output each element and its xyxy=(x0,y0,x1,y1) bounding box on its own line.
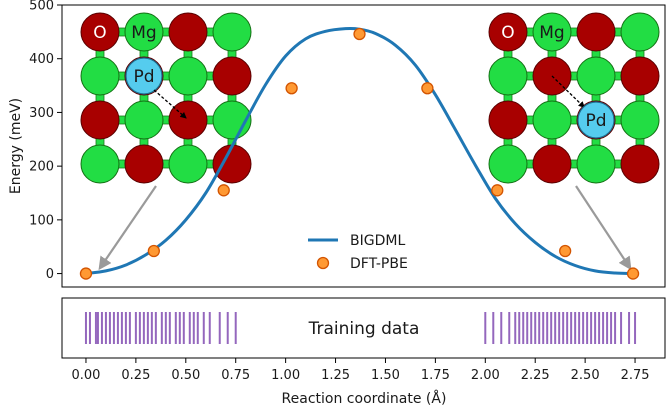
magnesium-atom xyxy=(80,56,120,96)
hop-arrow xyxy=(551,75,585,108)
x-tick-label: 1.50 xyxy=(371,368,400,383)
y-tick-label: 500 xyxy=(29,0,54,14)
right-pointer-arrow xyxy=(575,185,632,271)
series-points-dft-pbe xyxy=(79,27,640,280)
legend-dft-pbe-label: DFT-PBE xyxy=(350,256,408,272)
magnesium-atom xyxy=(532,12,572,52)
oxygen-atom xyxy=(532,144,572,184)
palladium-atom xyxy=(577,101,615,139)
y-axis-label: Energy (meV) xyxy=(8,98,24,194)
oxygen-atom xyxy=(488,12,528,52)
x-tick-label: 0.50 xyxy=(171,368,200,383)
magnesium-atom xyxy=(488,144,528,184)
dft-pbe-point xyxy=(421,82,434,95)
magnesium-atom xyxy=(80,144,120,184)
magnesium-atom xyxy=(532,100,572,140)
x-tick-label: 0.25 xyxy=(121,368,150,383)
dft-pbe-point xyxy=(626,267,640,280)
magnesium-atom xyxy=(212,12,252,52)
magnesium-atom xyxy=(168,56,208,96)
oxygen-atom xyxy=(576,12,616,52)
oxygen-atom xyxy=(124,144,164,184)
magnesium-atom xyxy=(620,12,660,52)
oxygen-atom xyxy=(212,56,252,96)
oxygen-atom xyxy=(168,12,208,52)
dft-pbe-point xyxy=(491,184,504,197)
oxygen-atom xyxy=(80,100,120,140)
oxygen-atom xyxy=(212,144,252,184)
oxygen-atom xyxy=(488,100,528,140)
y-tick-label: 300 xyxy=(29,106,54,121)
x-tick-label: 2.00 xyxy=(471,368,500,383)
oxygen-atom xyxy=(168,100,208,140)
oxygen-atom xyxy=(80,12,120,52)
x-tick-label: 2.25 xyxy=(521,368,550,383)
x-tick-label: 2.75 xyxy=(621,368,650,383)
legend-bigdml-label: BIGDML xyxy=(350,233,405,249)
oxygen-atom xyxy=(620,56,660,96)
x-tick-label: 1.75 xyxy=(421,368,450,383)
dft-pbe-point xyxy=(353,27,366,41)
magnesium-atom xyxy=(124,100,164,140)
legend-dft-pbe-swatch xyxy=(316,256,330,270)
left-pointer-arrow xyxy=(98,185,157,271)
x-tick-label: 2.50 xyxy=(571,368,600,383)
dft-pbe-point xyxy=(285,82,298,95)
x-axis-label: Reaction coordinate (Å) xyxy=(282,390,447,407)
y-tick-label: 200 xyxy=(29,160,54,175)
magnesium-atom xyxy=(576,144,616,184)
dft-pbe-point xyxy=(147,244,160,258)
y-axis: 0 100 200 300 400 500 xyxy=(29,0,62,282)
oxygen-atom xyxy=(620,144,660,184)
y-tick-label: 100 xyxy=(29,213,54,228)
training-data-lines xyxy=(84,312,637,344)
y-tick-label: 400 xyxy=(29,52,54,67)
oxygen-label: O xyxy=(93,23,106,43)
x-tick-label: 0.75 xyxy=(221,368,250,383)
x-axis: 0.00 0.25 0.50 0.75 1.00 1.25 1.50 1.75 2.00 2.25… xyxy=(71,358,650,383)
main-plot-frame xyxy=(61,4,666,288)
dft-pbe-point xyxy=(559,244,572,258)
x-tick-label: 1.25 xyxy=(321,368,350,383)
palladium-atom xyxy=(125,57,163,95)
x-tick-label: 0.00 xyxy=(71,368,100,383)
hop-arrow xyxy=(153,89,187,119)
palladium-label: Pd xyxy=(133,67,154,87)
magnesium-atom xyxy=(124,12,164,52)
training-data-label: Training data xyxy=(308,319,420,339)
oxygen-label: O xyxy=(501,23,514,43)
training-panel-frame xyxy=(61,297,666,359)
magnesium-label: Mg xyxy=(131,23,156,43)
inset-left-lattice: O Mg Pd xyxy=(80,12,252,184)
magnesium-atom xyxy=(576,56,616,96)
dft-pbe-point xyxy=(217,184,230,197)
x-tick-label: 1.00 xyxy=(271,368,300,383)
palladium-label: Pd xyxy=(585,111,606,131)
magnesium-atom xyxy=(488,56,528,96)
y-tick-label: 0 xyxy=(46,267,54,282)
magnesium-atom xyxy=(168,144,208,184)
magnesium-label: Mg xyxy=(539,23,564,43)
legend: BIGDML DFT-PBE xyxy=(308,233,408,272)
dft-pbe-point xyxy=(79,267,93,280)
inset-right-lattice: O Mg Pd xyxy=(488,12,660,184)
magnesium-atom xyxy=(620,100,660,140)
